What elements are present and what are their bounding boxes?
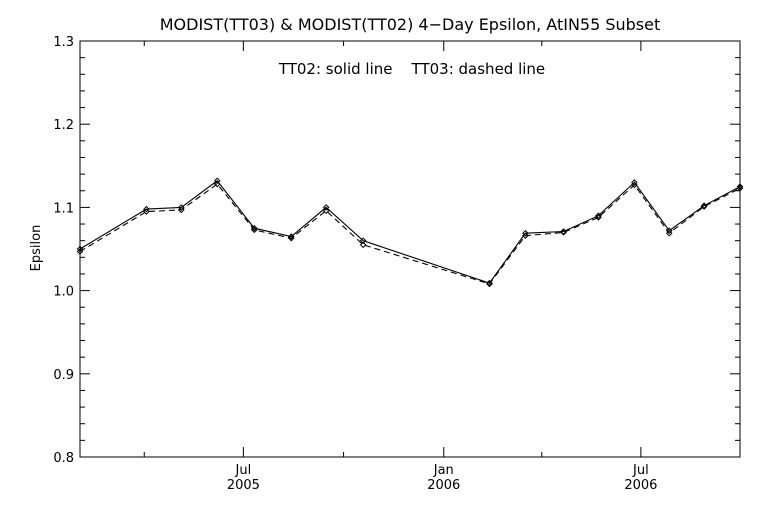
chart-title: MODIST(TT03) & MODIST(TT02) 4−Day Epsilo… (160, 15, 661, 34)
data-point-tt03 (143, 208, 150, 215)
series-line-tt03 (79, 183, 741, 285)
x-tick-year-label: 2006 (427, 478, 460, 493)
data-point-tt03 (665, 229, 673, 237)
y-tick-label: 1.3 (53, 35, 74, 50)
data-point-tt03 (560, 229, 567, 236)
y-tick-label: 1.1 (53, 201, 74, 216)
data-point-tt03 (177, 206, 185, 214)
data-point-tt03 (213, 180, 221, 188)
data-point-tt02 (700, 202, 708, 210)
data-point-tt03 (486, 280, 493, 288)
data-point-tt02 (213, 177, 221, 185)
series-layer (76, 177, 744, 288)
data-point-tt03 (700, 203, 708, 210)
data-point-tt02 (560, 228, 567, 235)
data-point-tt03 (322, 207, 330, 215)
data-point-tt03 (522, 232, 529, 239)
series-line-tt02 (79, 180, 741, 284)
y-axis-ticks: 0.8 0.9 1.0 1.1 1.2 1.3 (53, 35, 740, 466)
y-tick-label: 0.9 (53, 368, 74, 383)
data-point-tt02 (287, 233, 295, 240)
plot-area-frame (79, 40, 741, 458)
data-point-tt03 (76, 248, 84, 255)
data-point-tt03 (736, 184, 744, 192)
data-point-tt02 (322, 204, 330, 211)
data-point-tt02 (143, 205, 150, 213)
data-point-tt03 (595, 214, 602, 221)
data-point-tt03 (359, 241, 367, 249)
y-tick-label: 1.2 (53, 118, 74, 133)
x-tick-year-label: 2006 (624, 478, 657, 493)
x-tick-label: Jul (632, 463, 649, 478)
x-tick-year-label: 2005 (227, 478, 260, 493)
data-point-tt02 (359, 237, 367, 244)
data-point-tt03 (287, 234, 295, 242)
y-tick-label: 1.0 (53, 285, 74, 300)
data-point-tt03 (250, 226, 258, 234)
x-tick-label: Jul (235, 463, 252, 478)
data-point-tt02 (595, 212, 602, 220)
legend-annotation: TT02: solid line TT03: dashed line (278, 60, 545, 78)
data-point-tt02 (736, 183, 744, 190)
data-point-tt03 (631, 181, 638, 189)
x-tick-label: Jan (433, 463, 454, 478)
y-tick-label: 0.8 (53, 451, 74, 466)
data-point-tt02 (76, 245, 84, 253)
y-axis-label: Epsilon (29, 225, 44, 272)
